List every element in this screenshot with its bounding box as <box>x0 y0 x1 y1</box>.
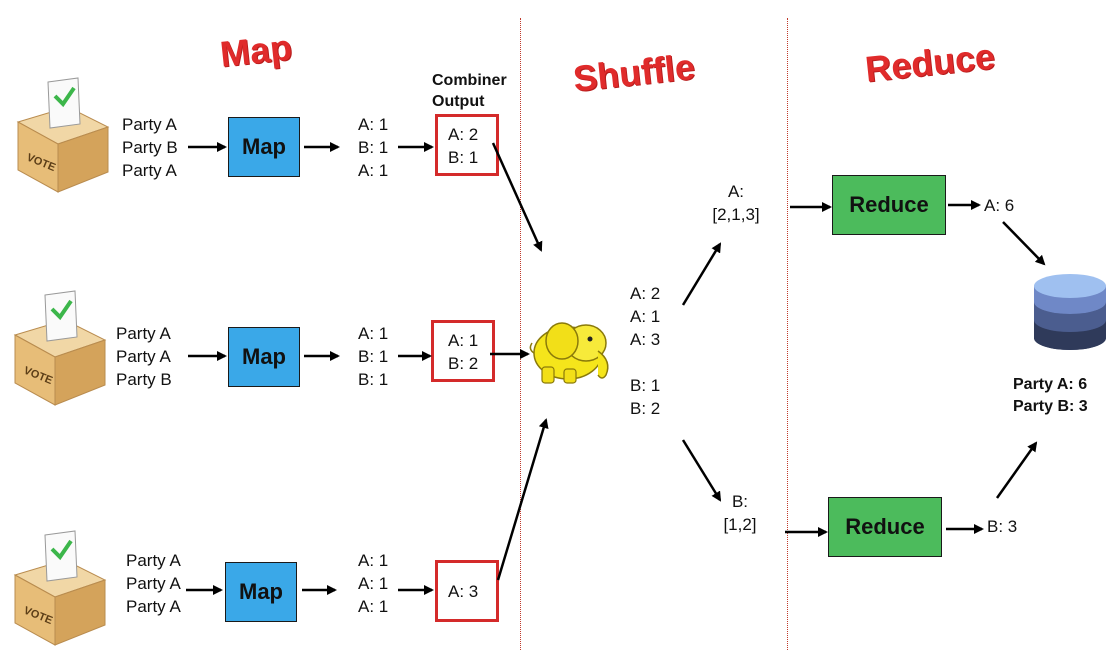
arrow <box>491 142 543 252</box>
database-icon <box>1034 274 1106 350</box>
arrow <box>681 439 722 502</box>
shuffle-list: A: 2 A: 1 A: 3 B: 1 B: 2 <box>630 284 661 418</box>
combiner-box-2: A: 1 B: 2 <box>431 320 495 382</box>
map-output-1: A: 1 B: 1 A: 1 <box>358 115 389 180</box>
group-b: B: [1,2] <box>723 492 757 534</box>
reduce-output-a: A: 6 <box>984 196 1015 215</box>
map-output-3: A: 1 A: 1 A: 1 <box>358 551 389 616</box>
hadoop-elephant-icon <box>529 322 609 384</box>
arrow <box>496 418 549 581</box>
map-box-3: Map <box>225 562 297 622</box>
shuffle-reduce-divider <box>787 18 788 650</box>
reduce-box-b: Reduce <box>828 497 942 557</box>
reduce-output-b: B: 3 <box>987 517 1018 536</box>
arrow <box>681 242 722 306</box>
input-votes-3: Party A Party A Party A <box>126 551 181 616</box>
final-result: Party A: 6 Party B: 3 <box>1013 376 1088 415</box>
map-shuffle-divider <box>520 18 521 650</box>
arrow <box>995 441 1038 499</box>
map-box-2: Map <box>228 327 300 387</box>
input-votes-2: Party A Party A Party B <box>116 324 172 389</box>
reduce-box-a: Reduce <box>832 175 946 235</box>
input-votes-1: Party A Party B Party A <box>122 115 178 180</box>
combiner-output-label: Combiner Output <box>432 72 507 110</box>
combiner-box-1: A: 2 B: 1 <box>435 114 499 176</box>
combiner-box-3: A: 3 <box>435 560 499 622</box>
group-a: A: [2,1,3] <box>712 182 760 224</box>
arrow <box>1002 221 1046 266</box>
map-box-1: Map <box>228 117 300 177</box>
map-output-2: A: 1 B: 1 B: 1 <box>358 324 389 389</box>
